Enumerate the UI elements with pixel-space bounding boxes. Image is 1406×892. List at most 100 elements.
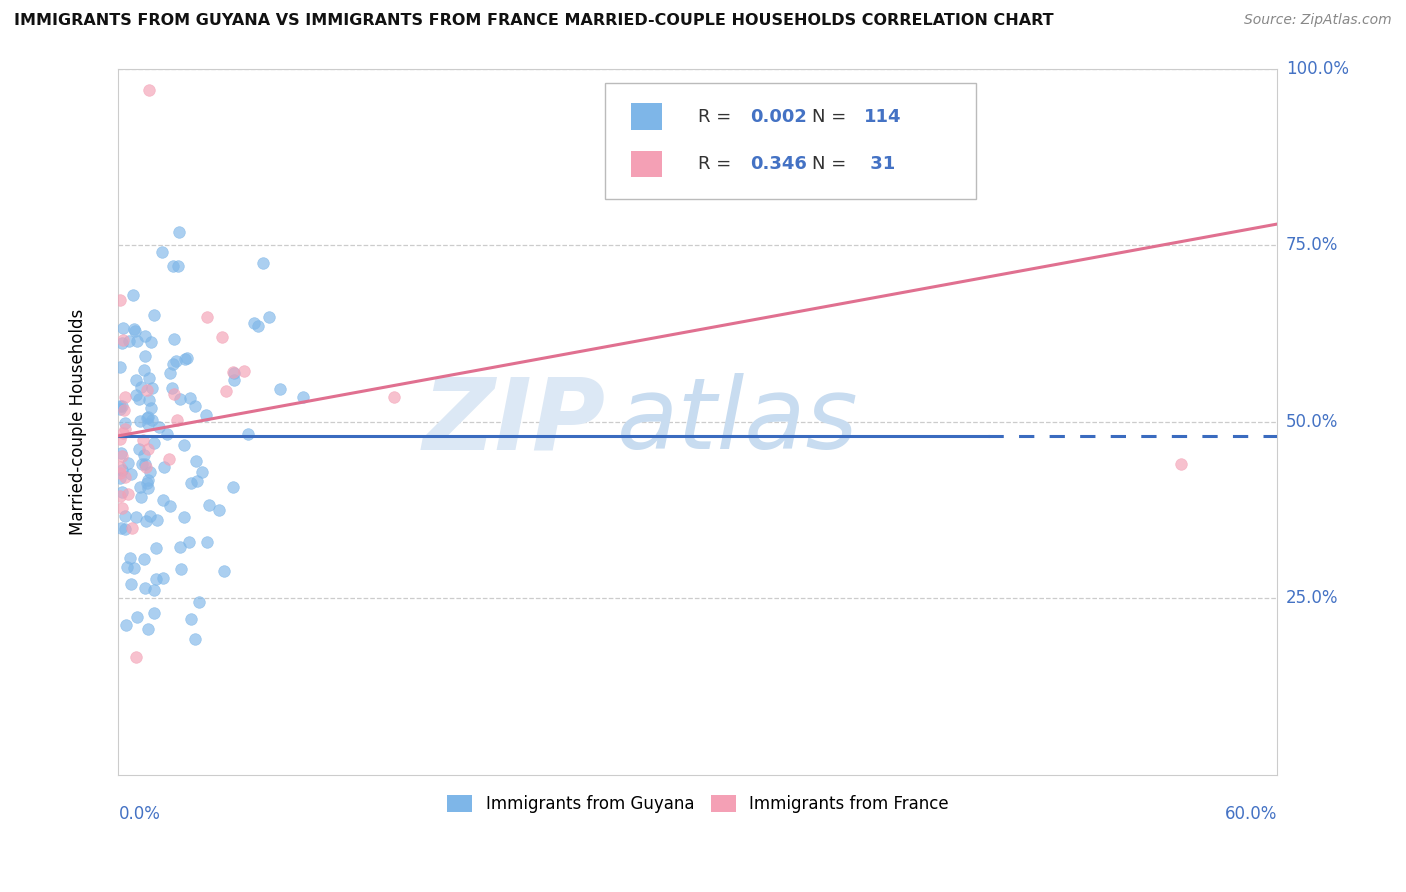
Point xyxy=(128,442,150,456)
Point xyxy=(138,393,160,408)
Point xyxy=(114,390,136,404)
Point xyxy=(111,336,134,351)
Point xyxy=(169,392,191,406)
Point xyxy=(215,384,238,399)
Point xyxy=(247,318,270,333)
Point xyxy=(291,390,314,404)
Point xyxy=(114,416,136,430)
Point xyxy=(117,456,139,470)
Point xyxy=(136,410,159,425)
Point xyxy=(125,509,148,524)
Point xyxy=(163,332,186,346)
Point xyxy=(128,392,150,406)
Point xyxy=(139,401,162,415)
Point xyxy=(160,380,183,394)
Text: N =: N = xyxy=(811,108,852,126)
Point xyxy=(112,426,135,441)
Point xyxy=(159,366,181,380)
Point xyxy=(121,521,143,535)
Text: 100.0%: 100.0% xyxy=(1286,60,1348,78)
Point xyxy=(222,480,245,494)
Point xyxy=(136,476,159,491)
Point xyxy=(124,649,146,664)
Point xyxy=(110,471,132,485)
Point xyxy=(138,409,160,424)
Point xyxy=(134,581,156,595)
Point xyxy=(131,458,153,472)
Text: 114: 114 xyxy=(863,108,901,126)
Point xyxy=(111,449,134,463)
Point xyxy=(110,432,132,446)
Point xyxy=(145,541,167,556)
Point xyxy=(120,467,142,482)
Point xyxy=(211,329,233,343)
Point xyxy=(110,401,132,416)
Point xyxy=(269,382,291,396)
Point xyxy=(184,399,207,413)
Point xyxy=(136,383,159,397)
Point xyxy=(190,465,212,479)
Text: 0.346: 0.346 xyxy=(749,155,807,173)
Point xyxy=(118,334,141,348)
Point xyxy=(224,373,246,387)
Point xyxy=(135,459,157,474)
FancyBboxPatch shape xyxy=(605,83,976,199)
Point xyxy=(128,414,150,428)
Point xyxy=(180,475,202,490)
Point xyxy=(111,485,134,500)
Text: atlas: atlas xyxy=(617,373,859,470)
Point xyxy=(195,534,218,549)
Point xyxy=(169,225,191,239)
Point xyxy=(125,388,148,402)
Point xyxy=(111,399,134,413)
Point xyxy=(117,487,139,501)
Point xyxy=(169,540,191,554)
Point xyxy=(177,535,200,549)
Point xyxy=(150,244,173,259)
Point xyxy=(112,403,135,417)
Point xyxy=(110,460,132,475)
Text: 25.0%: 25.0% xyxy=(1286,590,1339,607)
Legend: Immigrants from Guyana, Immigrants from France: Immigrants from Guyana, Immigrants from … xyxy=(440,788,955,820)
Point xyxy=(122,288,145,302)
Point xyxy=(138,465,160,479)
Point xyxy=(162,259,184,273)
Point xyxy=(143,582,166,597)
Point xyxy=(143,607,166,621)
Point xyxy=(118,550,141,565)
Text: 0.002: 0.002 xyxy=(749,108,807,126)
Point xyxy=(198,498,221,512)
Point xyxy=(233,363,256,377)
Point xyxy=(156,427,179,442)
Point xyxy=(129,490,152,504)
Point xyxy=(382,390,405,404)
Point xyxy=(152,571,174,585)
Point xyxy=(236,426,259,441)
Point xyxy=(122,322,145,336)
Point xyxy=(162,357,184,371)
Point xyxy=(139,334,162,349)
Point xyxy=(110,521,132,535)
Point xyxy=(129,380,152,394)
Point xyxy=(138,371,160,385)
Point xyxy=(179,391,201,405)
Point xyxy=(152,460,174,475)
Text: 60.0%: 60.0% xyxy=(1225,805,1278,823)
Point xyxy=(138,83,160,97)
Point xyxy=(114,509,136,524)
Point xyxy=(132,552,155,566)
Point xyxy=(111,463,134,477)
Point xyxy=(136,622,159,636)
Point xyxy=(138,473,160,487)
FancyBboxPatch shape xyxy=(631,103,662,130)
Point xyxy=(122,561,145,575)
Point xyxy=(135,515,157,529)
Point xyxy=(114,522,136,536)
Point xyxy=(242,317,264,331)
Point xyxy=(134,448,156,462)
Point xyxy=(134,349,156,363)
Point xyxy=(125,610,148,624)
Point xyxy=(146,512,169,526)
Point xyxy=(170,562,193,576)
Point xyxy=(165,354,187,368)
